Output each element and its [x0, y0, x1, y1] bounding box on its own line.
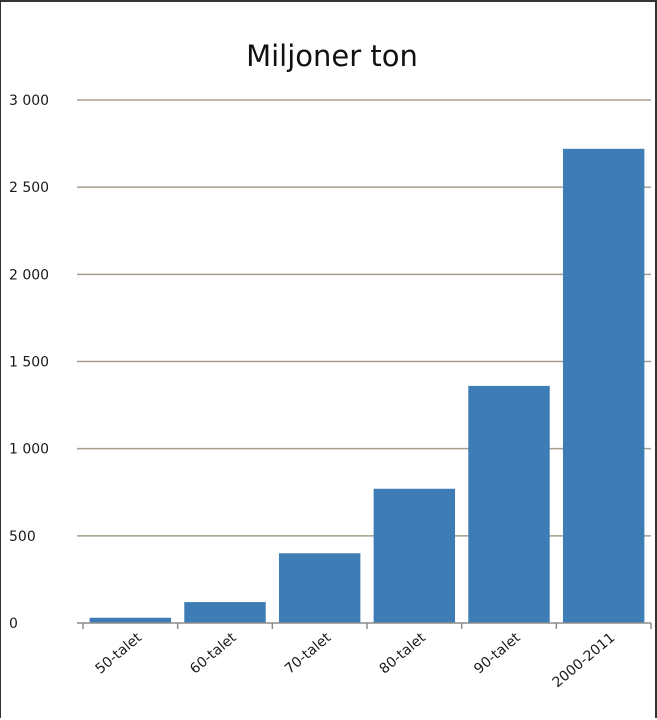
y-tick-label: 2 500 — [9, 180, 49, 196]
bar-2000-2011 — [562, 148, 645, 623]
bar-70-talet — [278, 553, 361, 623]
x-axis — [77, 622, 652, 629]
bars — [89, 148, 645, 623]
y-tick-label: 3 000 — [9, 93, 49, 109]
y-tick-label: 1 000 — [9, 442, 49, 458]
x-tick-label: 70-talet — [282, 629, 335, 677]
x-tick-label: 90-talet — [471, 629, 524, 677]
chart-title: Miljoner ton — [246, 39, 418, 73]
bar-50-talet — [89, 617, 172, 623]
x-tick-labels: 50-talet 60-talet 70-talet 80-talet 90-talet… — [93, 629, 619, 691]
bar-90-talet — [468, 385, 550, 623]
x-tick-label: 60-talet — [187, 629, 240, 677]
y-tick-label: 0 — [9, 616, 18, 632]
x-tick-label: 50-talet — [93, 629, 146, 677]
y-tick-label: 500 — [9, 529, 36, 545]
bar-60-talet — [184, 602, 266, 623]
bar-80-talet — [373, 488, 456, 623]
chart-title-background — [199, 36, 461, 76]
y-tick-label: 1 500 — [9, 355, 49, 371]
x-tick-label: 80-talet — [377, 629, 430, 677]
x-tick-label: 2000-2011 — [549, 630, 618, 691]
grid-lines — [77, 99, 651, 537]
y-tick-label: 2 000 — [9, 267, 49, 283]
y-tick-labels: 0 500 1 000 1 500 2 000 2 500 3 000 — [9, 93, 49, 632]
chart-title-group: Miljoner ton — [199, 36, 461, 76]
